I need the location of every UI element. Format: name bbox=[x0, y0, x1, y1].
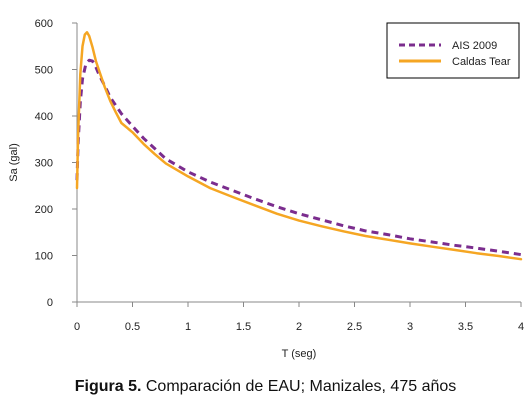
x-tick-label: 0 bbox=[74, 321, 80, 333]
caption-label: Figura 5. bbox=[74, 378, 142, 395]
series-group bbox=[75, 31, 523, 261]
y-tick-label: 300 bbox=[35, 158, 53, 170]
y-tick-label: 400 bbox=[35, 111, 53, 123]
line-chart: 0 100 200 300 400 500 600 0 0.5 1 1.5 2 2.5 3 3.5 4 T (… bbox=[8, 18, 524, 360]
legend: AIS 2009 Caldas Tear bbox=[386, 22, 520, 79]
series-line-caldas-tear bbox=[75, 31, 523, 261]
y-tick-label: 500 bbox=[35, 65, 53, 77]
x-tick-label: 1.5 bbox=[236, 321, 251, 333]
tick-marks bbox=[72, 22, 522, 307]
legend-label-caldas-tear: Caldas Tear bbox=[452, 56, 511, 68]
caption-text: Comparación de EAU; Manizales, 475 años bbox=[141, 378, 457, 395]
tick-labels: 0 100 200 300 400 500 600 0 0.5 1 1.5 2 2.5 3 3.5 4 bbox=[35, 18, 524, 333]
x-tick-label: 1 bbox=[185, 321, 191, 333]
legend-box bbox=[386, 22, 520, 79]
y-tick-label: 600 bbox=[35, 18, 53, 30]
y-tick-label: 100 bbox=[35, 251, 53, 263]
y-tick-label: 0 bbox=[47, 297, 53, 309]
figure-caption: Figura 5. Comparación de EAU; Manizales,… bbox=[0, 378, 531, 396]
y-tick-label: 200 bbox=[35, 204, 53, 216]
x-tick-label: 2 bbox=[296, 321, 302, 333]
x-tick-label: 4 bbox=[518, 321, 524, 333]
x-axis-title: T (seg) bbox=[282, 348, 317, 360]
x-tick-label: 3 bbox=[407, 321, 413, 333]
y-axis-title: Sa (gal) bbox=[8, 143, 20, 182]
series-line-ais-2009 bbox=[75, 58, 522, 257]
x-tick-label: 2.5 bbox=[347, 321, 362, 333]
x-tick-label: 0.5 bbox=[125, 321, 140, 333]
x-tick-label: 3.5 bbox=[458, 321, 473, 333]
legend-label-ais-2009: AIS 2009 bbox=[452, 40, 497, 52]
